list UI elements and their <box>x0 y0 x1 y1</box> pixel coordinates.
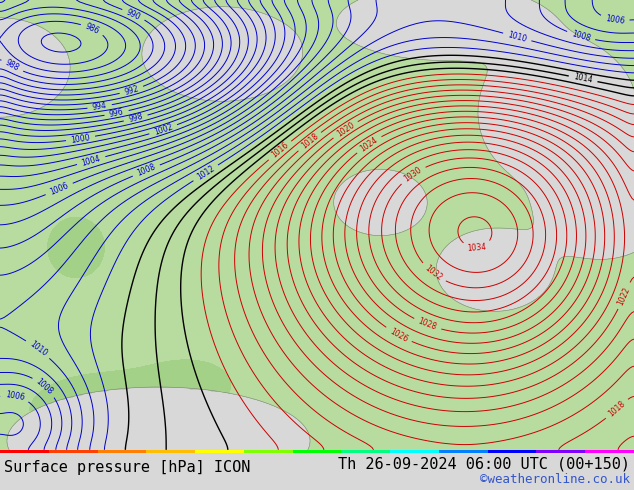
Text: 990: 990 <box>125 7 142 22</box>
Bar <box>244 450 293 453</box>
Text: 1006: 1006 <box>4 391 25 403</box>
Text: 1006: 1006 <box>49 181 70 197</box>
Text: 1016: 1016 <box>269 141 290 160</box>
Text: 1002: 1002 <box>153 122 174 137</box>
Text: 1014: 1014 <box>573 73 593 85</box>
Text: 1008: 1008 <box>571 29 592 43</box>
Text: 1018: 1018 <box>299 132 320 151</box>
Text: 988: 988 <box>4 58 21 73</box>
Bar <box>341 450 390 453</box>
Text: 1020: 1020 <box>335 121 356 139</box>
Text: 1010: 1010 <box>507 30 527 44</box>
Text: 1034: 1034 <box>467 242 487 253</box>
Text: Surface pressure [hPa] ICON: Surface pressure [hPa] ICON <box>4 461 250 475</box>
Bar <box>536 450 585 453</box>
Bar <box>146 450 195 453</box>
Text: 1000: 1000 <box>70 133 91 145</box>
Text: 1032: 1032 <box>423 264 444 283</box>
Text: 1018: 1018 <box>607 399 627 418</box>
Bar <box>293 450 341 453</box>
Bar <box>195 450 244 453</box>
Text: 1012: 1012 <box>195 164 216 182</box>
Bar <box>390 450 439 453</box>
Text: 996: 996 <box>108 107 125 119</box>
Text: 1008: 1008 <box>34 377 55 396</box>
Bar <box>488 450 536 453</box>
Text: 1004: 1004 <box>81 154 101 168</box>
Text: 1010: 1010 <box>27 340 48 359</box>
Text: 1030: 1030 <box>403 166 424 184</box>
Text: 1022: 1022 <box>616 285 632 306</box>
Bar <box>0 450 49 453</box>
Text: 1024: 1024 <box>358 135 380 153</box>
Text: 1028: 1028 <box>417 317 438 332</box>
Text: 986: 986 <box>84 22 101 36</box>
Bar <box>439 450 488 453</box>
Text: 998: 998 <box>127 112 144 124</box>
Text: Th 26-09-2024 06:00 UTC (00+150): Th 26-09-2024 06:00 UTC (00+150) <box>338 456 630 471</box>
Text: 992: 992 <box>123 84 139 97</box>
Text: 1006: 1006 <box>605 14 625 25</box>
Text: 1008: 1008 <box>136 163 157 178</box>
Text: 1026: 1026 <box>388 326 409 343</box>
Bar <box>585 450 634 453</box>
Text: ©weatheronline.co.uk: ©weatheronline.co.uk <box>480 473 630 487</box>
Text: 994: 994 <box>92 101 108 112</box>
Bar <box>49 450 98 453</box>
Bar <box>98 450 146 453</box>
